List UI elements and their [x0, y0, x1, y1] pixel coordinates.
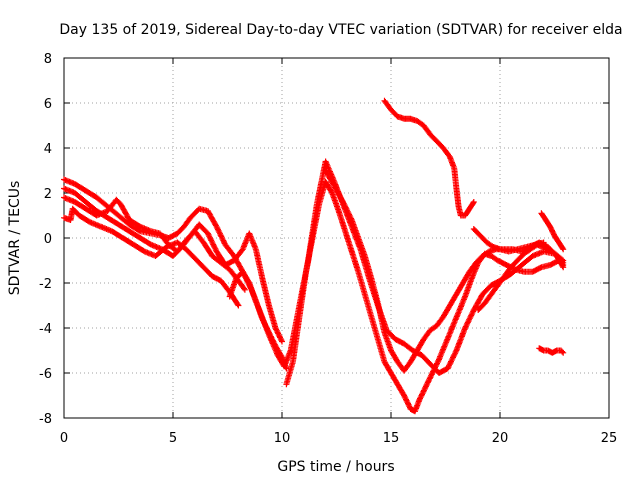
y-tick-label: 4	[44, 142, 52, 157]
series-track-8	[381, 97, 477, 219]
y-tick-label: 8	[44, 52, 52, 67]
x-tick-label: 0	[60, 431, 68, 446]
series-track-4	[61, 205, 242, 309]
data-marker-trace	[470, 226, 547, 255]
series-track-6	[283, 178, 567, 415]
y-axis-label: SDTVAR / TECUs	[7, 181, 23, 296]
y-tick-label: -6	[39, 367, 52, 382]
x-tick-label: 10	[274, 431, 291, 446]
data-points	[61, 97, 567, 415]
series-track-1	[61, 158, 567, 376]
data-marker-trace	[381, 97, 477, 219]
series-track-11	[538, 210, 567, 253]
data-marker-trace	[536, 345, 567, 356]
data-marker-trace	[61, 185, 285, 345]
data-marker-trace	[61, 205, 242, 309]
chart-title: Day 135 of 2019, Sidereal Day-to-day VTE…	[59, 22, 622, 38]
x-tick-label: 20	[492, 431, 509, 446]
y-tick-label: -8	[39, 412, 52, 427]
y-tick-label: 6	[44, 97, 52, 112]
data-marker-trace	[283, 178, 567, 415]
x-axis-label: GPS time / hours	[277, 459, 394, 475]
y-tick-label: 2	[44, 187, 52, 202]
series-track-2	[61, 185, 285, 345]
y-tick-label: -2	[39, 277, 52, 292]
x-tick-label: 5	[169, 431, 177, 446]
y-tick-label: -4	[39, 322, 52, 337]
data-marker-trace	[61, 158, 567, 376]
axis-ticks: 0 5 10 15 20 25 -8 -6 -4 -2 0 2 4 6 8	[39, 52, 617, 446]
x-tick-label: 25	[601, 431, 618, 446]
data-marker-trace	[538, 210, 567, 253]
x-tick-label: 15	[383, 431, 400, 446]
series-track-5	[226, 268, 290, 372]
series-track-12	[536, 345, 567, 356]
grid-lines	[64, 58, 609, 418]
data-marker-trace	[226, 268, 290, 372]
series-track-10	[470, 226, 547, 255]
y-tick-label: 0	[44, 232, 52, 247]
